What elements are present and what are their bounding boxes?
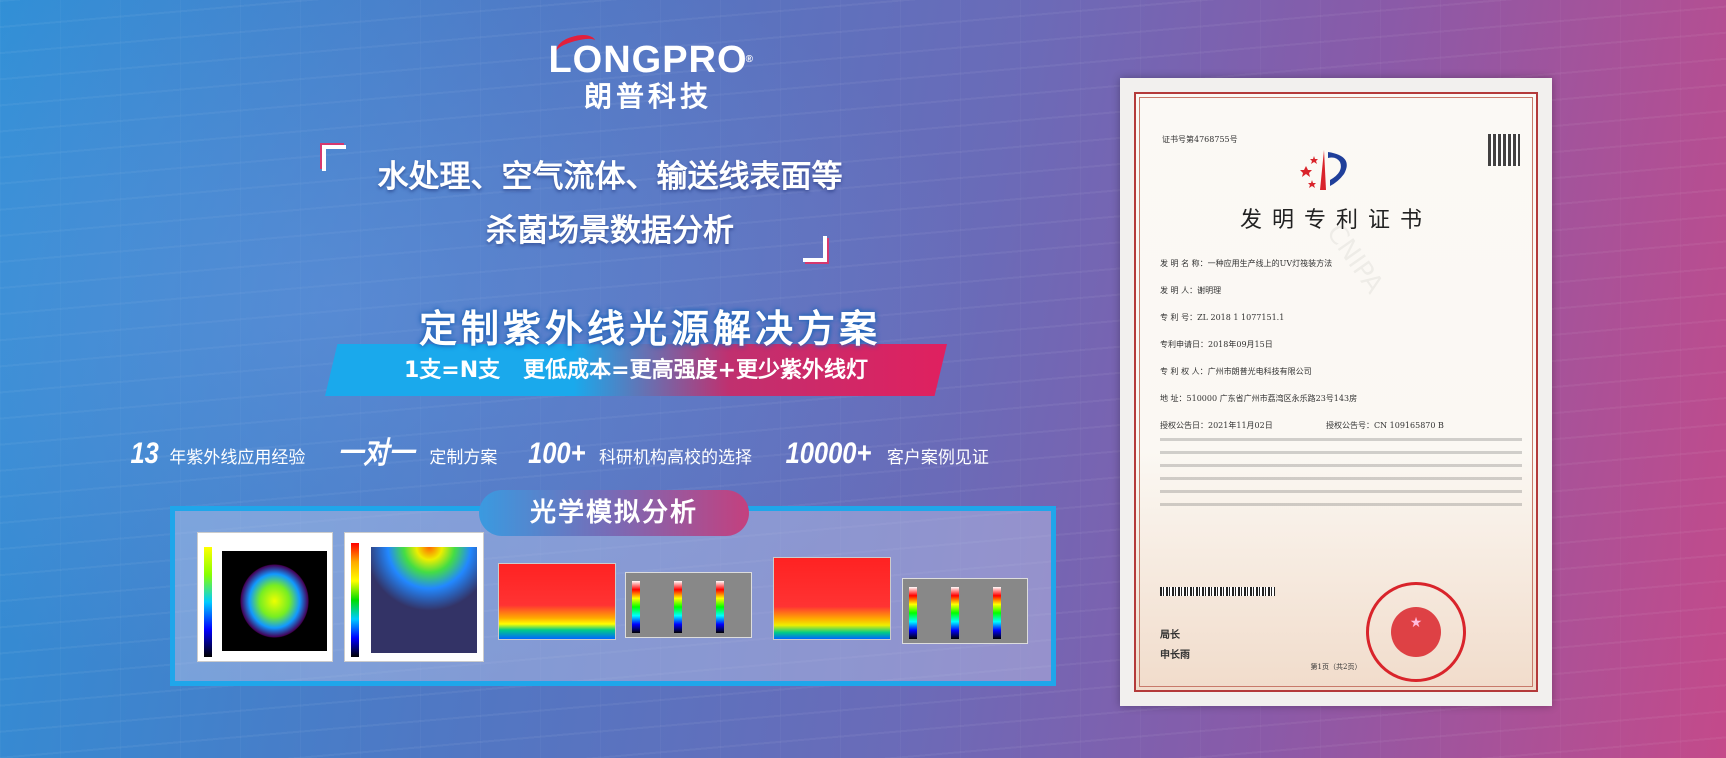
colorbar	[993, 587, 1001, 639]
barcode-icon	[1160, 587, 1275, 596]
heatmap	[222, 551, 327, 651]
stat-label: 客户案例见证	[886, 448, 989, 468]
brand-logo: LONGPRO ® 朗普科技	[548, 31, 753, 114]
colorbar-panel-group-1	[625, 572, 752, 638]
signer-name: 申长雨	[1160, 650, 1190, 661]
simulation-plot-irradiance-2	[344, 532, 484, 662]
headline-line-1: 水处理、空气流体、输送线表面等	[377, 159, 843, 195]
brand-name-en: LONGPRO	[548, 39, 748, 81]
stats-row: 13 年紫外线应用经验 一对一 定制方案 100+ 科研机构高校的选择 10000+ 客…	[128, 428, 1007, 472]
official-seal: ★	[1366, 582, 1466, 682]
grant-number: 授权公告号：CN 109165870 B	[1326, 421, 1444, 430]
patent-certificate: CNIPA 证书号第4768755号 发明专利证书 发 明 名 称：一种应用生产…	[1134, 92, 1538, 692]
colorbar	[951, 587, 959, 639]
quote-bracket-close	[803, 236, 827, 262]
simulation-plot-irradiance-1	[197, 532, 333, 662]
solution-banner	[325, 344, 947, 396]
certificate-field: 专利申请日：2018年09月15日	[1160, 340, 1273, 349]
stat-label: 年紫外线应用经验	[169, 448, 306, 468]
simulation-heatmap-2	[773, 557, 891, 640]
state-emblem-icon	[1391, 607, 1441, 657]
certificate-title: 发明专利证书	[1239, 208, 1432, 233]
signer-title: 局长	[1160, 630, 1180, 641]
colorbar	[632, 581, 640, 633]
certificate-number: 证书号第4768755号	[1162, 135, 1238, 144]
stat-label: 定制方案	[429, 448, 498, 468]
star-icon: ★	[1409, 615, 1423, 631]
legal-text-block	[1160, 438, 1522, 508]
stat-value: 10000+	[785, 437, 872, 470]
patent-certificate-frame: CNIPA 证书号第4768755号 发明专利证书 发 明 名 称：一种应用生产…	[1120, 78, 1552, 706]
certificate-field: 发 明 人：谢明理	[1160, 286, 1222, 295]
headline: 水处理、空气流体、输送线表面等 杀菌场景数据分析	[300, 150, 920, 258]
stat-value: 100+	[528, 437, 586, 470]
colorbar	[716, 581, 724, 633]
certificate-field: 发 明 名 称：一种应用生产线上的UV灯筏装方法	[1160, 259, 1333, 268]
certificate-field: 地 址：510000 广东省广州市荔湾区永乐路23号143房	[1160, 394, 1358, 403]
qr-code-icon	[1488, 134, 1520, 166]
page-number: 第1页（共2页）	[1310, 663, 1362, 671]
headline-line-2: 杀菌场景数据分析	[486, 213, 734, 249]
brand-name-cn: 朗普科技	[583, 80, 712, 113]
certificate-field: 专 利 权 人：广州市朗普光电科技有限公司	[1160, 367, 1312, 376]
stat-value: 13	[130, 437, 159, 470]
colorbar	[674, 581, 682, 633]
colorbar	[204, 547, 212, 657]
simulation-heatmap-1	[498, 563, 616, 640]
cnipa-emblem-icon	[1300, 150, 1347, 190]
solution-subtitle: 1支=N支 更低成本=更高强度+更少紫外线灯	[404, 358, 868, 383]
optical-simulation-title: 光学模拟分析	[479, 490, 749, 536]
colorbar-panel-group-2	[902, 578, 1028, 644]
colorbar	[909, 587, 917, 639]
heatmap	[371, 547, 477, 653]
registered-mark: ®	[745, 54, 754, 65]
grant-date: 授权公告日：2021年11月02日	[1160, 421, 1273, 430]
colorbar	[351, 543, 359, 657]
stat-value: 一对一	[338, 437, 415, 470]
certificate-field: 专 利 号：ZL 2018 1 1077151.1	[1160, 313, 1285, 322]
solution-title: 定制紫外线光源解决方案	[418, 307, 881, 351]
stat-label: 科研机构高校的选择	[598, 448, 752, 468]
quote-bracket-open	[322, 145, 346, 171]
